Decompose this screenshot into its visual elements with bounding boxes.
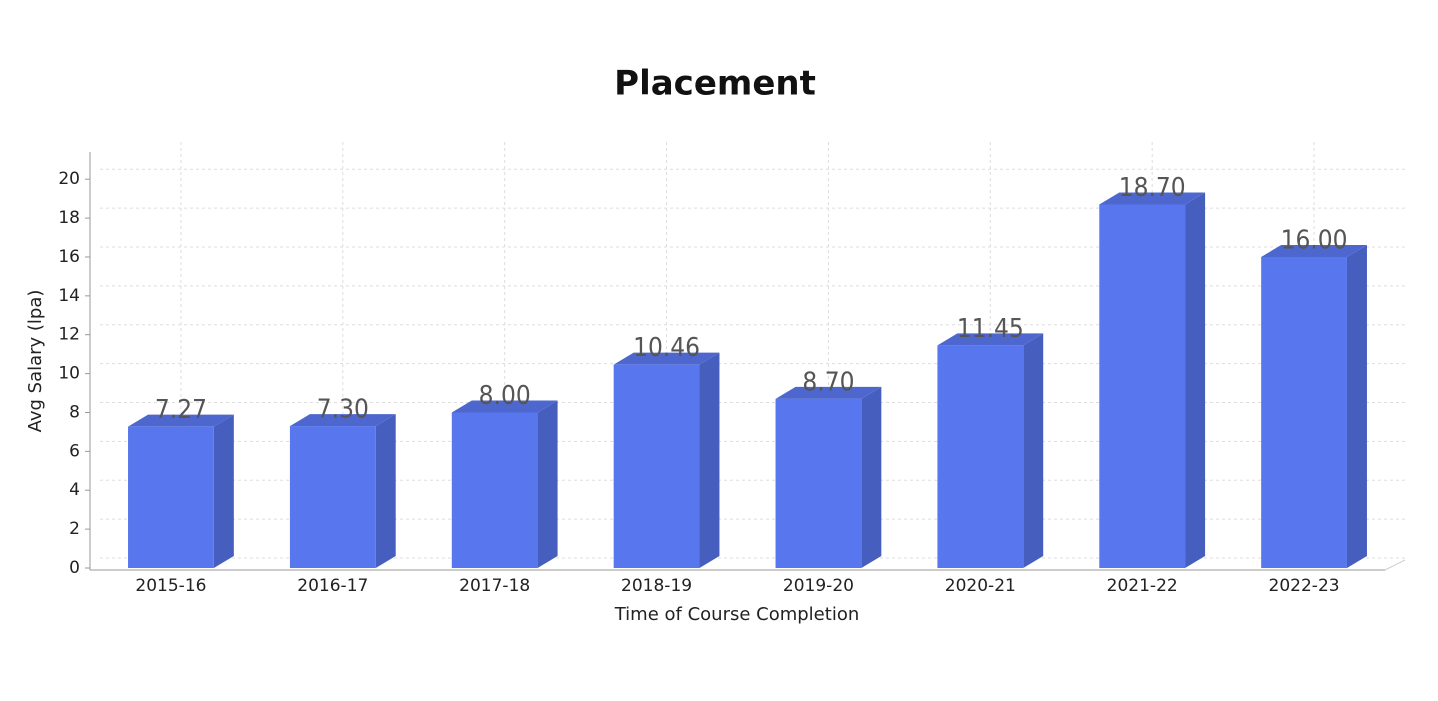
bar-top [451, 400, 558, 413]
value-label: 10.46 [633, 333, 700, 363]
value-label: 8.00 [479, 381, 531, 411]
y-tick-label: 10 [58, 364, 80, 384]
bar-top [613, 352, 720, 365]
bar-group [1261, 244, 1367, 568]
bar-side [699, 352, 720, 568]
y-tick-label: 14 [58, 286, 80, 306]
bar-top [775, 386, 882, 399]
y-tick-label: 16 [58, 247, 80, 267]
y-tick-label: 12 [58, 325, 80, 345]
x-tick-label: 2019-20 [783, 576, 854, 596]
bar [1099, 204, 1186, 569]
y-axis-label: Avg Salary (lpa) [25, 290, 46, 433]
bar [775, 398, 862, 568]
bar-top [937, 333, 1044, 346]
bar-top [1099, 192, 1206, 205]
x-tick-label: 2016-17 [297, 576, 368, 596]
bar [1261, 256, 1347, 568]
y-tick-label: 6 [69, 441, 80, 461]
y-tick-label: 8 [69, 402, 80, 422]
bar-group [451, 400, 558, 568]
bar-group [289, 414, 396, 568]
bar-side [1346, 244, 1367, 568]
x-tick-label: 2015-16 [135, 576, 206, 596]
value-label: 8.70 [802, 367, 854, 397]
bar-group [613, 352, 720, 568]
bar [613, 364, 700, 568]
bar [937, 345, 1024, 568]
x-tick-label: 2017-18 [459, 576, 530, 596]
bar-group [1099, 192, 1206, 569]
bar-side [537, 400, 558, 568]
value-label: 7.27 [155, 395, 207, 425]
bar-top [1261, 244, 1367, 257]
bar-side [1185, 192, 1206, 569]
bar-top [289, 414, 396, 427]
y-tick-label: 0 [69, 558, 80, 578]
x-axis-label: Time of Course Completion [614, 604, 860, 625]
value-label: 18.70 [1119, 173, 1186, 203]
value-label: 16.00 [1281, 225, 1348, 255]
bar [128, 426, 214, 568]
y-tick-label: 4 [69, 480, 80, 500]
y-tick-label: 2 [69, 519, 80, 539]
x-axis-depth [1384, 559, 1406, 571]
chart-title: Placement [614, 64, 816, 104]
y-tick-label: 18 [58, 208, 80, 228]
value-label: 7.30 [317, 395, 369, 425]
bar [451, 412, 538, 568]
bar-side [1023, 333, 1044, 568]
x-tick-label: 2018-19 [621, 576, 692, 596]
bar [289, 426, 376, 568]
bar-side [213, 414, 234, 568]
bar-group [128, 414, 234, 568]
x-tick-label: 2020-21 [945, 576, 1016, 596]
x-tick-label: 2022-23 [1269, 576, 1340, 596]
bar-side [375, 414, 396, 568]
bar-top [128, 414, 234, 427]
bar-side [861, 386, 882, 568]
bar-group [937, 333, 1044, 568]
y-tick-label: 20 [58, 169, 80, 189]
bar-group [775, 386, 882, 568]
value-label: 11.45 [957, 314, 1024, 344]
x-tick-label: 2021-22 [1107, 576, 1178, 596]
